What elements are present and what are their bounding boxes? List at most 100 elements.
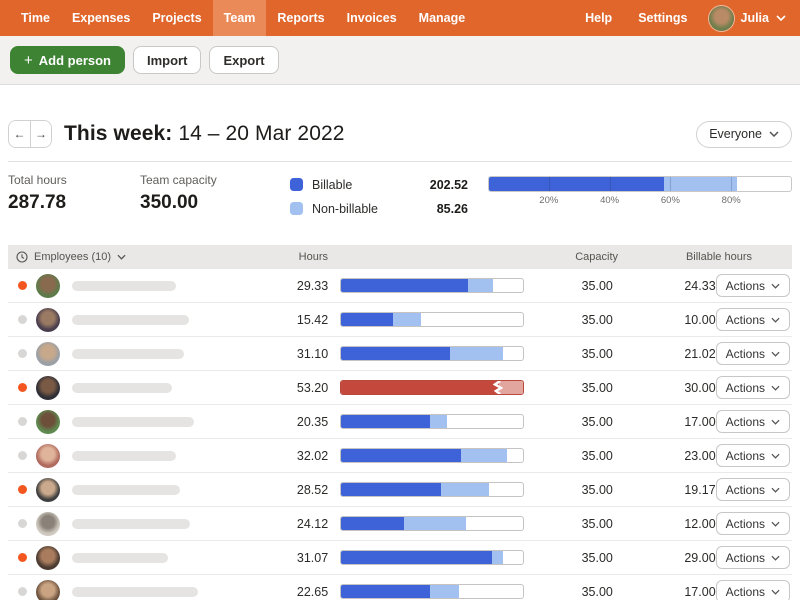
billable-hours-value: 23.00 [684, 448, 716, 463]
capacity-tick-label: 60% [660, 195, 680, 206]
nav-item-expenses[interactable]: Expenses [71, 11, 131, 25]
nav-right: Help Settings Julia [576, 0, 790, 36]
add-person-label: Add person [38, 52, 111, 68]
hours-value: 22.65 [296, 584, 329, 599]
chevron-down-icon [771, 351, 780, 357]
name-placeholder [72, 586, 198, 597]
actions-button[interactable]: Actions [715, 410, 790, 433]
status-dot [18, 519, 27, 528]
table-row: 28.52 35.00 19.17 Actions [8, 473, 792, 507]
name-placeholder [72, 416, 194, 427]
actions-label: Actions [725, 380, 765, 395]
chevron-down-icon [771, 487, 780, 493]
capacity-bar-track [488, 176, 792, 192]
billable-hours-value: 17.00 [684, 414, 716, 429]
hours-bar [340, 516, 524, 531]
actions-label: Actions [725, 414, 765, 429]
actions-button[interactable]: Actions [715, 512, 790, 535]
legend-nonbillable-row: Non-billable 85.26 [290, 199, 468, 218]
main-content: ← → This week: 14 – 20 Mar 2022 Everyone… [0, 120, 800, 600]
chevron-down-icon [771, 589, 780, 595]
hours-bar [340, 448, 524, 463]
billable-hours-value: 10.00 [684, 312, 716, 327]
title-prefix: This week: [64, 122, 173, 145]
status-dot [18, 315, 27, 324]
billable-swatch-icon [290, 178, 303, 191]
capacity-tick-label: 40% [600, 195, 620, 206]
nav-item-time[interactable]: Time [21, 11, 50, 25]
nav-item-invoices[interactable]: Invoices [346, 11, 397, 25]
table-row: 53.20 35.00 30.00 Actions [8, 371, 792, 405]
chevron-down-icon [117, 254, 126, 260]
nav-item-projects[interactable]: Projects [152, 11, 202, 25]
actions-label: Actions [725, 448, 765, 463]
chevron-down-icon [771, 555, 780, 561]
next-week-button[interactable]: → [30, 121, 51, 147]
everyone-filter-button[interactable]: Everyone [696, 120, 792, 148]
nonbillable-segment [491, 551, 503, 564]
billable-segment [341, 483, 441, 496]
hours-bar [340, 414, 524, 429]
toolbar: + Add person Import Export [0, 36, 800, 85]
clock-icon [16, 251, 28, 263]
actions-label: Actions [725, 550, 765, 565]
billable-hours-value: 29.00 [684, 550, 716, 565]
nav-item-settings[interactable]: Settings [638, 11, 688, 25]
export-button[interactable]: Export [209, 46, 279, 74]
billable-segment [341, 313, 394, 326]
hours-bar [340, 312, 524, 327]
actions-button[interactable]: Actions [715, 308, 790, 331]
name-placeholder [72, 314, 189, 325]
user-menu[interactable]: Julia [705, 5, 791, 31]
billable-hours-value: 17.00 [684, 584, 716, 599]
billable-segment [341, 449, 461, 462]
billable-hours-value: 12.00 [684, 516, 716, 531]
overflow-break-icon [493, 381, 504, 394]
billable-hours-value: 19.17 [684, 482, 716, 497]
actions-button[interactable]: Actions [715, 580, 790, 600]
hours-value: 28.52 [296, 482, 329, 497]
chevron-down-icon [771, 453, 780, 459]
avatar [36, 341, 60, 366]
actions-label: Actions [725, 482, 765, 497]
nav-item-manage[interactable]: Manage [418, 11, 466, 25]
actions-button[interactable]: Actions [715, 342, 790, 365]
chevron-down-icon [771, 317, 780, 323]
hours-value: 53.20 [296, 380, 329, 395]
employees-table: Employees (10) Hours Capacity Billable h… [8, 245, 792, 600]
billable-segment [341, 551, 492, 564]
nav-item-team[interactable]: Team [212, 0, 267, 36]
total-hours-stat: Total hours 287.78 [8, 173, 140, 214]
capacity-tick [609, 177, 611, 191]
overage-extra-segment [499, 381, 523, 394]
hours-bar [340, 380, 524, 395]
plus-icon: + [24, 51, 33, 69]
actions-button[interactable]: Actions [715, 546, 790, 569]
prev-week-button[interactable]: ← [9, 121, 30, 147]
team-capacity-value: 350.00 [140, 192, 199, 213]
hours-value: 31.10 [296, 346, 329, 361]
actions-button[interactable]: Actions [715, 376, 790, 399]
capacity-tick [730, 177, 732, 191]
nav-item-help[interactable]: Help [585, 11, 613, 25]
nav-item-reports[interactable]: Reports [277, 11, 325, 25]
billable-segment [341, 585, 430, 598]
actions-button[interactable]: Actions [715, 444, 790, 467]
actions-button[interactable]: Actions [715, 274, 790, 297]
total-hours-label: Total hours [8, 173, 67, 187]
hours-value: 31.07 [296, 550, 329, 565]
capacity-tick [549, 177, 551, 191]
employees-header-label: Employees (10) [34, 251, 112, 263]
capacity-tick-label: 80% [721, 195, 741, 206]
name-placeholder [72, 450, 176, 461]
capacity-value: 35.00 [581, 278, 613, 293]
top-nav: Time Expenses Projects Team Reports Invo… [0, 0, 800, 36]
capacity-header: Capacity [575, 251, 618, 263]
import-button[interactable]: Import [133, 46, 202, 74]
employees-header[interactable]: Employees (10) [8, 251, 126, 263]
actions-button[interactable]: Actions [715, 478, 790, 501]
avatar [36, 477, 60, 502]
add-person-button[interactable]: + Add person [10, 46, 125, 74]
nonbillable-segment [460, 449, 508, 462]
table-row: 24.12 35.00 12.00 Actions [8, 507, 792, 541]
